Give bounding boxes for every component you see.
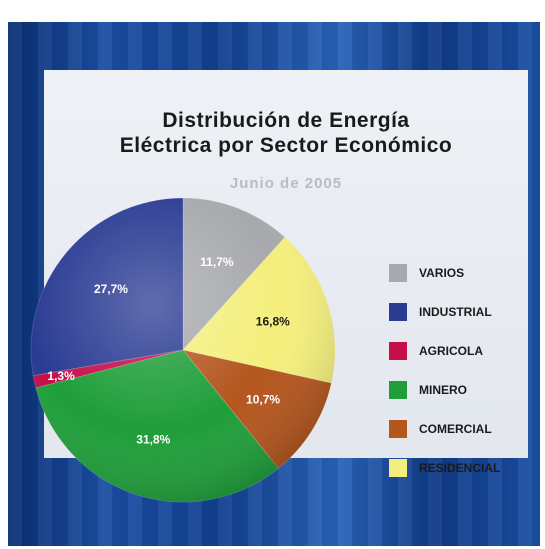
pie-slices — [30, 197, 336, 503]
legend-swatch — [389, 303, 407, 321]
legend-item: COMERCIAL — [389, 420, 540, 440]
chart-title-line-2: Eléctrica por Sector Económico — [119, 134, 453, 157]
legend-swatch — [389, 342, 407, 360]
slice-label-minero: 31,8% — [136, 432, 170, 446]
legend-item: RESIDENCIAL — [389, 459, 540, 479]
legend-label: AGRICOLA — [419, 344, 483, 358]
legend-swatch — [389, 381, 407, 399]
slice-label-agricola: 1,3% — [47, 369, 75, 383]
legend-swatch — [389, 459, 407, 477]
slice-label-varios: 11,7% — [200, 255, 234, 269]
legend-item: VARIOS — [389, 264, 540, 284]
legend-item: INDUSTRIAL — [389, 303, 540, 323]
legend-item: AGRICOLA — [389, 342, 540, 362]
legend-swatch — [389, 420, 407, 438]
legend-item: MINERO — [389, 381, 540, 401]
slice-label-comercial: 10,7% — [246, 393, 280, 407]
legend-label: RESIDENCIAL — [419, 461, 501, 475]
slice-label-residencial: 16,8% — [256, 314, 290, 328]
slice-label-industrial: 27,7% — [94, 282, 128, 296]
legend-label: MINERO — [419, 383, 467, 397]
legend-swatch — [389, 264, 407, 282]
chart-title-line-1: Distribución de Energía — [162, 109, 410, 132]
legend-label: INDUSTRIAL — [419, 305, 492, 319]
chart-subtitle: Junio de 2005 — [229, 175, 343, 192]
pie-labels: 11,7% 16,8% 10,7% 31,8% 1,3% 27,7% — [47, 255, 290, 446]
legend-label: VARIOS — [419, 266, 465, 280]
legend-label: COMERCIAL — [419, 422, 492, 436]
